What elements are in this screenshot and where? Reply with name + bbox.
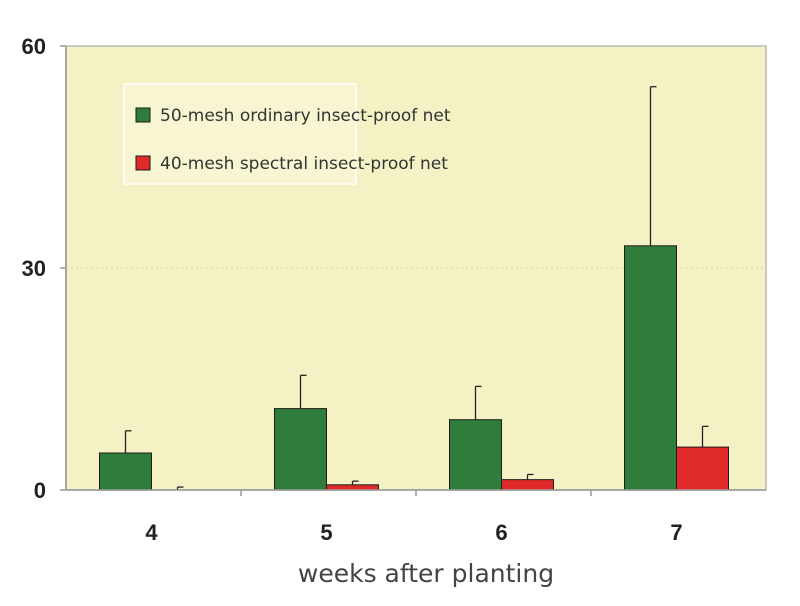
bar-series-2-week-6 (501, 479, 554, 491)
legend-label-series-1: 50-mesh ordinary insect-proof net (160, 106, 451, 126)
bars-group (99, 245, 729, 491)
bar-series-1-week-5 (274, 408, 327, 491)
x-tick-label: 6 (495, 520, 507, 545)
y-tick-label: 30 (22, 256, 46, 281)
x-tick-label: 4 (145, 520, 158, 545)
legend-swatch-green (135, 107, 151, 123)
legend: 50-mesh ordinary insect-proof net 40-mes… (123, 83, 451, 185)
legend-swatch-red (135, 155, 151, 171)
legend-label-series-2: 40-mesh spectral insect-proof net (160, 154, 448, 174)
x-tick-label: 5 (320, 520, 332, 545)
bar-series-2-week-5 (326, 484, 379, 491)
legend-box (123, 83, 357, 185)
x-tick-label: 7 (670, 520, 682, 545)
y-tick-label: 0 (34, 478, 46, 503)
bar-series-1-week-6 (449, 419, 502, 491)
x-ticks-group: 4 5 6 7 (145, 490, 683, 545)
y-tick-label: 60 (22, 34, 46, 59)
bar-series-1-week-7 (624, 245, 677, 491)
x-axis-label: weeks after planting (298, 559, 554, 588)
bar-series-1-week-4 (99, 452, 152, 491)
error-bars-group (124, 86, 709, 490)
bar-series-2-week-7 (676, 446, 729, 491)
y-ticks-group: 0 30 60 (22, 34, 66, 503)
